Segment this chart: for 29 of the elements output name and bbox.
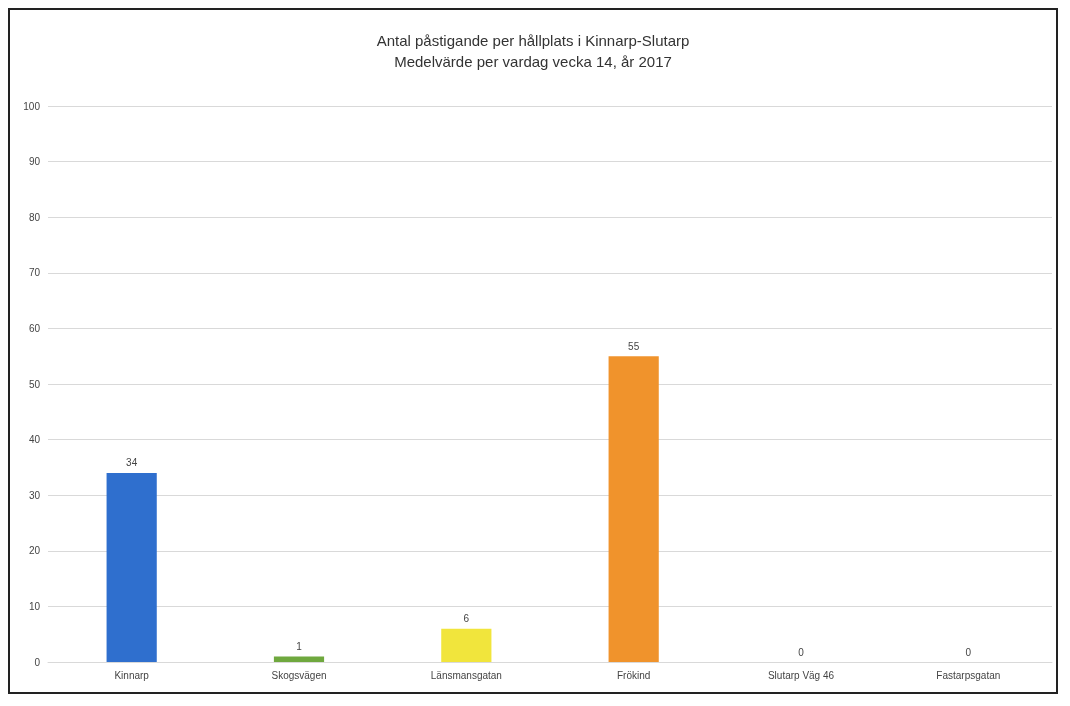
y-tick-label: 0	[34, 656, 41, 668]
y-tick-label: 100	[23, 100, 41, 112]
y-tick-label: 20	[28, 545, 41, 557]
y-tick-label: 60	[28, 322, 41, 334]
y-tick-label: 70	[28, 267, 41, 279]
data-label: 34	[126, 457, 138, 469]
y-tick-label: 40	[28, 434, 41, 446]
y-tick-label: 30	[28, 489, 41, 501]
data-label: 6	[463, 613, 470, 625]
y-tick-label: 90	[28, 156, 41, 168]
y-tick-label: 10	[28, 600, 41, 612]
chart-title: Antal påstigande per hållplats i Kinnarp-Slutarp	[376, 32, 690, 49]
x-tick-label: Skogsvägen	[271, 669, 327, 681]
bar	[441, 628, 492, 662]
bar	[273, 656, 325, 662]
x-tick-label: Kinnarp	[114, 669, 150, 681]
bar	[608, 356, 659, 662]
data-label: 0	[965, 646, 972, 658]
data-label: 1	[296, 640, 303, 652]
x-tick-label: Frökind	[616, 669, 651, 681]
bar	[106, 472, 157, 662]
y-tick-label: 50	[28, 378, 41, 390]
x-tick-label: Fastarpsgatan	[936, 669, 1001, 681]
data-label: 0	[798, 646, 805, 658]
chart-subtitle: Medelvärde per vardag vecka 14, år 2017	[394, 53, 672, 70]
x-tick-label: Länsmansgatan	[430, 669, 502, 681]
x-tick-label: Slutarp Väg 46	[767, 669, 835, 681]
data-label: 55	[628, 340, 640, 352]
y-tick-label: 80	[28, 211, 41, 223]
